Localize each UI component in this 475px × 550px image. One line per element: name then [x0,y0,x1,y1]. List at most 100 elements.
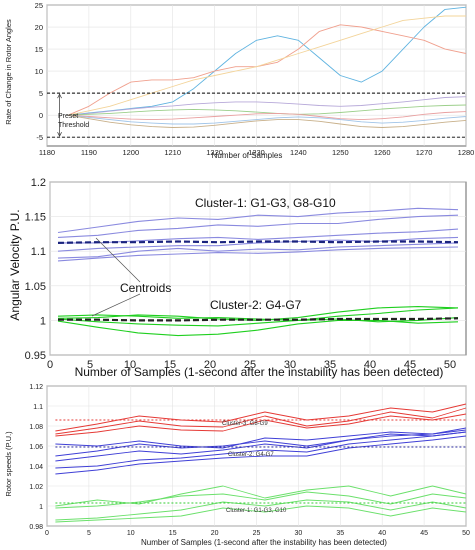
x-tick-label: 1210 [164,148,181,157]
grid [46,385,467,527]
x-tick-label: 30 [284,359,296,371]
x-tick-label: 35 [336,530,344,537]
centroid-pointer-upper [95,237,141,283]
x-tick-label: 20 [204,359,216,371]
series-line-1 [57,207,459,234]
x-tick-label: 40 [378,530,386,537]
y-tick-label: 15 [35,45,43,54]
x-tick-label: 1270 [416,148,433,157]
series-line-6 [55,429,467,462]
x-tick-label: 0 [45,530,49,537]
x-tick-label: 1280 [458,148,475,157]
annotation-cluster-2: Cluster-2: G4-G7 [228,452,274,458]
x-tick-label: 1230 [248,148,265,157]
x-tick-label: 1240 [290,148,307,157]
series-line-4 [55,427,467,449]
y-tick-label: -5 [36,133,43,142]
series-line-3 [67,15,466,116]
series-line-1 [55,403,467,432]
annotation-threshold-line1: Preset [58,113,78,120]
y-tick-label: 0 [39,111,43,120]
y-axis-label: Angular Velocity P.U. [8,209,22,320]
x-tick-label: 10 [127,530,135,537]
x-tick-label: 0 [47,359,53,371]
x-tick-label: 1250 [332,148,349,157]
series-lines [57,207,459,337]
x-tick-label: 45 [404,359,416,371]
x-tick-label: 50 [462,530,470,537]
series-line-5 [55,431,467,457]
series-line-12 [55,505,467,523]
x-tick-label: 30 [295,530,303,537]
y-tick-label: 1.06 [29,444,43,451]
annotation-centroids: Centroids [120,281,171,295]
panel-angular-velocity: 0 5 10 15 20 25 30 35 40 45 500.9511.051.11.151.2 … [8,177,467,379]
x-tick-label: 25 [253,530,261,537]
x-tick-label: 1190 [81,148,97,157]
series-line-8 [67,114,467,128]
x-tick-label: 1200 [122,148,139,157]
annotation-cluster-2: Cluster-2: G4-G7 [210,298,302,312]
series-line-8 [55,435,467,475]
y-tick-label: 1.05 [25,281,46,293]
x-tick-label: 35 [324,359,336,371]
series-line-5 [57,242,459,259]
series-line-4 [67,96,467,116]
panel-rotor-angle-rate: 1180 1190 1200 1210 1220 1230 1240 1250 1260 1270… [4,1,474,160]
y-tick-label: 1 [40,315,46,327]
series-line-7 [67,114,467,125]
centroid-pointer-lower [91,293,141,317]
threshold-arrow-head-down [57,132,62,137]
y-axis-label: Rate of Change in Rotor Angles [4,19,13,125]
tick-labels: 0 5 10 15 20 25 30 35 40 45 50 0.98 1 1.02 1.04 1.06 1.0… [29,384,470,537]
y-tick-label: 1.08 [29,424,43,431]
series-line-6 [67,111,467,121]
y-tick-label: 1.1 [33,404,43,411]
x-tick-label: 45 [420,530,428,537]
series-line-2 [67,24,467,116]
y-tick-label: 1.15 [25,212,46,224]
y-tick-label: 10 [35,67,43,76]
x-tick-label: 40 [364,359,376,371]
x-tick-label: 15 [169,530,177,537]
series-lines [67,6,467,128]
threshold-lines [47,92,466,138]
annotation-cluster-3: Cluster-3: G8-G9 [222,421,268,427]
y-tick-label: 0.98 [29,524,43,531]
y-tick-label: 20 [35,23,43,32]
x-tick-label: 5 [87,530,91,537]
x-tick-label: 1220 [206,148,223,157]
y-tick-label: 0.95 [25,350,46,362]
tick-labels: 0 5 10 15 20 25 30 35 40 45 50 0.95 1 1.05 1.1 1.15 1.2 [25,177,457,371]
series-line-1 [67,6,467,116]
x-axis-label: Number of Samples (1-second after the in… [75,365,444,379]
series-line-2 [55,407,467,435]
series-line-5 [67,104,467,116]
series-line-10 [57,319,459,337]
y-tick-label: 1.2 [31,177,46,189]
x-tick-label: 50 [444,359,456,371]
x-tick-label: 5 [87,359,93,371]
y-axis-label: Rotor speeds (P.U.) [4,431,13,497]
y-tick-label: 25 [35,1,43,10]
y-tick-label: 1 [39,504,43,511]
x-tick-label: 25 [244,359,256,371]
x-tick-label: 1260 [374,148,391,157]
centroid-lines [55,419,466,504]
series-line-7 [55,431,467,469]
x-tick-label: 15 [164,359,176,371]
tick-labels: 1180 1190 1200 1210 1220 1230 1240 1250 1260 1270… [35,1,475,157]
annotation-cluster-1: Cluster-1: G1-G3, G10 [226,508,287,514]
y-tick-label: 1.1 [31,246,46,258]
panel-rotor-speeds: 0 5 10 15 20 25 30 35 40 45 50 0.98 1 1.02 1.04 1.06 1.0… [4,384,470,547]
annotation-threshold-line2: Threshold [58,122,89,129]
centroid-lines [57,240,459,322]
x-tick-label: 1180 [39,148,55,157]
series-line-11 [55,499,467,521]
series-line-6 [57,246,459,262]
x-tick-label: 10 [124,359,136,371]
annotation-cluster-1: Cluster-1: G1-G3, G8-G10 [195,196,336,210]
grid [46,4,467,146]
centroid-line-1 [57,240,459,244]
